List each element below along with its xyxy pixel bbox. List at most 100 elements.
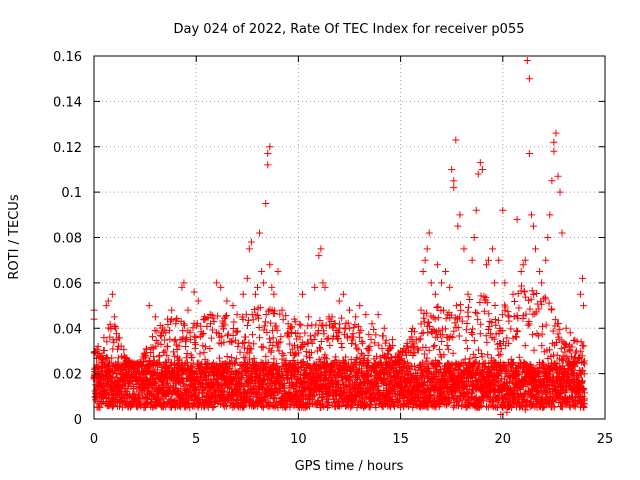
data-point (317, 245, 325, 253)
data-point (459, 360, 467, 368)
data-point (216, 333, 224, 341)
data-point (173, 386, 181, 394)
data-point (306, 332, 314, 340)
data-point (351, 321, 359, 329)
data-point (325, 321, 333, 329)
data-point (262, 199, 270, 207)
data-point (301, 329, 309, 337)
data-point (342, 353, 350, 361)
data-point (474, 346, 482, 354)
data-point (227, 337, 235, 345)
data-point (483, 403, 491, 411)
data-point (410, 328, 418, 336)
data-point (354, 372, 362, 380)
data-point (466, 295, 474, 303)
data-point (431, 290, 439, 298)
data-point (357, 349, 365, 357)
data-point (445, 334, 453, 342)
data-point (562, 324, 570, 332)
data-point (525, 150, 533, 158)
data-point (318, 322, 326, 330)
data-point (271, 307, 279, 315)
data-point (400, 382, 408, 390)
data-point (108, 290, 116, 298)
data-point (368, 320, 376, 328)
data-point (388, 393, 396, 401)
data-point (482, 294, 490, 302)
y-tick-label: 0.16 (53, 50, 82, 65)
data-point (337, 340, 345, 348)
data-point (365, 346, 373, 354)
data-point (427, 279, 435, 287)
data-point (201, 343, 209, 351)
data-point (494, 316, 502, 324)
data-point (298, 290, 306, 298)
data-point (355, 322, 363, 330)
data-point (261, 318, 269, 326)
data-point (434, 303, 442, 311)
data-point (228, 338, 236, 346)
data-point (524, 321, 532, 329)
data-point (154, 339, 162, 347)
data-point (490, 335, 498, 343)
data-point (499, 327, 507, 335)
data-point (503, 334, 511, 342)
data-point (209, 404, 217, 412)
data-point (338, 343, 346, 351)
data-point (362, 311, 370, 319)
data-point (206, 345, 214, 353)
data-point (409, 324, 417, 332)
y-tick-label: 0.06 (53, 277, 82, 292)
data-point (401, 399, 409, 407)
data-point (464, 313, 472, 321)
data-point (190, 402, 198, 410)
data-point (373, 352, 381, 360)
data-point (512, 333, 520, 341)
data-point (343, 334, 351, 342)
data-point (208, 326, 216, 334)
data-point (263, 329, 271, 337)
data-point (324, 334, 332, 342)
data-point (108, 403, 116, 411)
data-point (441, 325, 449, 333)
data-point (256, 229, 264, 237)
data-point (98, 398, 106, 406)
data-point (442, 268, 450, 276)
data-point (309, 393, 317, 401)
data-point (305, 313, 313, 321)
data-point (143, 345, 151, 353)
data-point (264, 161, 272, 169)
data-point (310, 392, 318, 400)
data-point (250, 354, 258, 362)
data-point (270, 355, 278, 363)
data-point (251, 359, 259, 367)
data-point (239, 315, 247, 323)
data-point (189, 370, 197, 378)
data-point (175, 355, 183, 363)
data-point (245, 339, 253, 347)
data-point (433, 261, 441, 269)
data-point (495, 396, 503, 404)
data-point (267, 347, 275, 355)
data-point (443, 341, 451, 349)
data-point (437, 279, 445, 287)
data-point (342, 401, 350, 409)
data-point (489, 245, 497, 253)
data-point (230, 318, 238, 326)
data-point (548, 306, 556, 314)
data-point (477, 350, 485, 358)
data-point (168, 306, 176, 314)
data-point (452, 302, 460, 310)
data-point (107, 325, 115, 333)
data-point (256, 334, 264, 342)
data-point (233, 327, 241, 335)
data-point (431, 342, 439, 350)
y-tick-label: 0.14 (53, 95, 82, 110)
data-point (166, 383, 174, 391)
data-point (492, 330, 500, 338)
data-point (195, 378, 203, 386)
data-point (480, 397, 488, 405)
data-point (245, 349, 253, 357)
data-point (245, 245, 253, 253)
data-point (388, 336, 396, 344)
